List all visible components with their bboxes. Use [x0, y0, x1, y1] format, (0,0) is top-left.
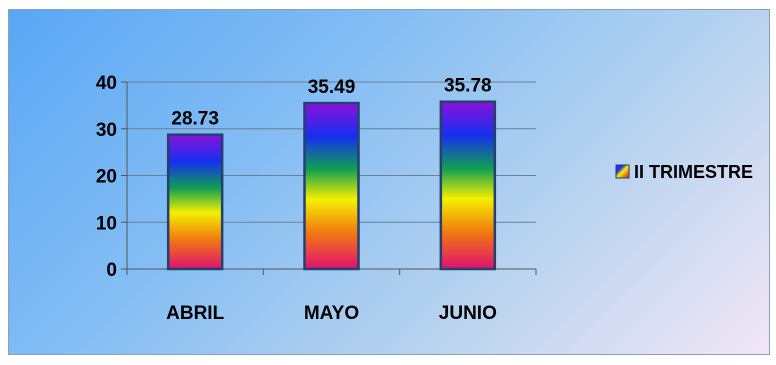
y-tick-label: 30	[96, 120, 117, 141]
y-tick-label: 10	[96, 213, 117, 234]
bar-abril	[166, 133, 224, 271]
labels: 0 10 20 30 40 28.73 ABRIL 35.49 MAYO 35.78 JUNIO	[96, 73, 497, 324]
y-tick-label: 0	[106, 260, 117, 281]
chart-frame: 0 10 20 30 40 28.73 ABRIL 35.49 MAYO 35.78 JUNIO I…	[8, 9, 770, 355]
bars	[166, 100, 497, 271]
bar-mayo	[303, 101, 360, 271]
category-label-abril: ABRIL	[166, 303, 224, 324]
y-tick-label: 40	[96, 73, 117, 94]
data-label-mayo: 35.49	[308, 77, 356, 98]
y-tick-label: 20	[96, 167, 117, 188]
category-label-junio: JUNIO	[439, 303, 497, 324]
data-label-abril: 28.73	[171, 109, 219, 130]
bar-junio	[439, 100, 497, 271]
category-label-mayo: MAYO	[304, 303, 359, 324]
legend-label: II TRIMESTRE	[634, 162, 753, 182]
bar-chart: 0 10 20 30 40 28.73 ABRIL 35.49 MAYO 35.78 JUNIO I…	[96, 73, 753, 324]
legend: II TRIMESTRE	[615, 162, 753, 182]
data-label-junio: 35.78	[444, 76, 492, 97]
legend-swatch	[615, 164, 630, 179]
